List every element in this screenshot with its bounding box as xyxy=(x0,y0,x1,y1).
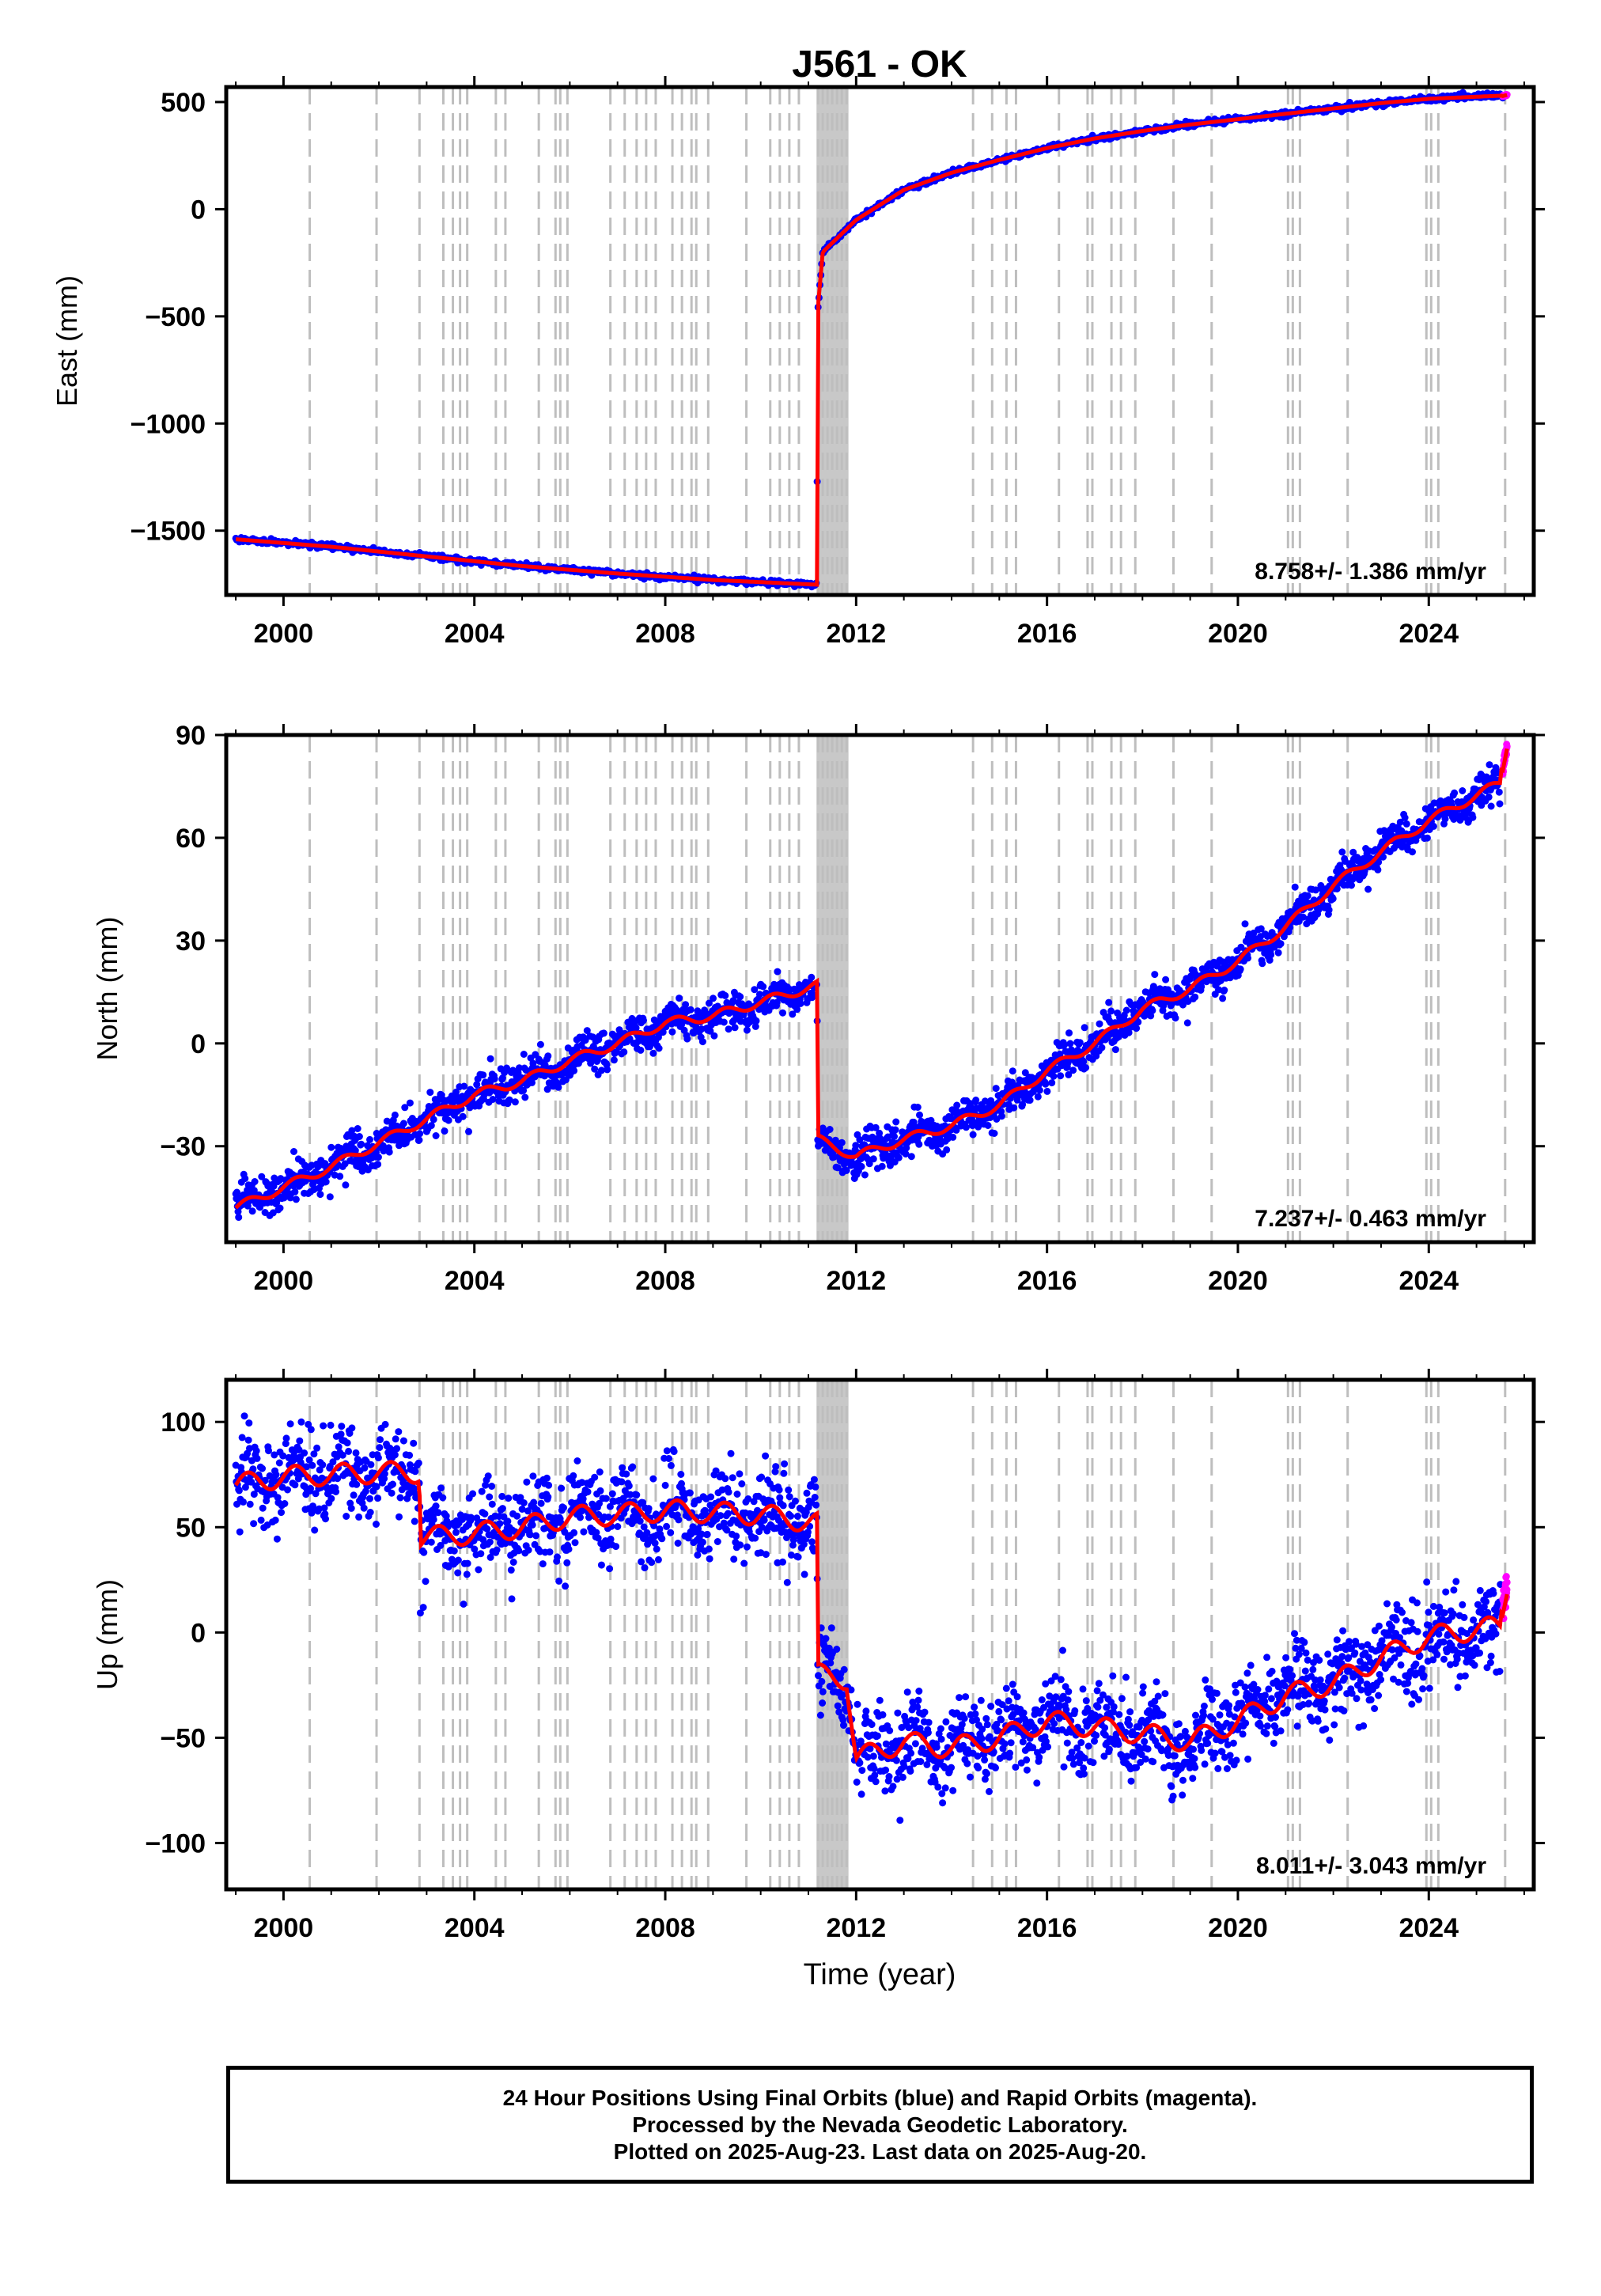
footer-line-plotted: Plotted on 2025-Aug-23. Last data on 202… xyxy=(613,2139,1147,2164)
east-y-axis-label: East (mm) xyxy=(51,275,83,407)
panel-up: 2000 2004 2008 2012 2016 2020 2024 −100 −50 0 50 10… xyxy=(91,1369,1545,1991)
north-y-tick-label: 0 xyxy=(191,1029,206,1059)
north-rate-label: 7.237+/- 0.463 mm/yr xyxy=(1255,1206,1486,1232)
up-y-tick-label: −100 xyxy=(145,1828,206,1858)
footer-info-box: 24 Hour Positions Using Final Orbits (bl… xyxy=(226,2066,1534,2184)
up-model-fit-line xyxy=(233,1460,1509,1764)
up-y-tick-label: −50 xyxy=(160,1723,206,1753)
up-y-tick-label: 100 xyxy=(161,1408,206,1438)
up-plot-frame xyxy=(224,1377,1536,1892)
east-x-tick-label: 2000 xyxy=(254,619,314,649)
up-x-tick-label: 2012 xyxy=(827,1913,887,1943)
x-axis-label: Time (year) xyxy=(804,1958,956,1991)
footer-line-orbits: 24 Hour Positions Using Final Orbits (bl… xyxy=(502,2085,1258,2110)
north-x-tick-label: 2012 xyxy=(827,1266,887,1296)
up-x-tick-label: 2004 xyxy=(445,1913,505,1943)
up-x-tick-label: 2020 xyxy=(1208,1913,1268,1943)
up-final-orbit-points xyxy=(232,1412,1504,1824)
east-x-tick-label: 2008 xyxy=(635,619,695,649)
up-x-tick-label: 2024 xyxy=(1399,1913,1459,1943)
east-x-tick-label: 2016 xyxy=(1017,619,1077,649)
north-y-tick-label: −30 xyxy=(160,1132,206,1162)
north-x-tick-label: 2004 xyxy=(445,1266,505,1296)
up-x-tick-label: 2008 xyxy=(635,1913,695,1943)
east-x-tick-label: 2004 xyxy=(445,619,505,649)
up-x-tick-label: 2016 xyxy=(1017,1913,1077,1943)
panel-north: 2000 2004 2008 2012 2016 2020 2024 −30 0 30 60 90 No… xyxy=(91,721,1545,1296)
north-y-tick-label: 60 xyxy=(176,824,206,854)
north-x-tick-label: 2008 xyxy=(635,1266,695,1296)
east-y-tick-label: −1500 xyxy=(131,517,206,547)
up-y-axis-label: Up (mm) xyxy=(91,1579,123,1690)
north-y-axis-label: North (mm) xyxy=(91,917,123,1061)
east-x-tick-label: 2012 xyxy=(827,619,887,649)
north-y-tick-label: 90 xyxy=(176,721,206,751)
east-x-tick-label: 2020 xyxy=(1208,619,1268,649)
east-rate-label: 8.758+/- 1.386 mm/yr xyxy=(1255,559,1486,585)
north-plot-frame xyxy=(224,733,1536,1245)
panel-east: 2000 2004 2008 2012 2016 2020 2024 −1500 −1000 −5… xyxy=(51,76,1545,649)
north-x-tick-label: 2020 xyxy=(1208,1266,1268,1296)
footer-line-processed: Processed by the Nevada Geodetic Laborat… xyxy=(632,2112,1128,2137)
up-rate-label: 8.011+/- 3.043 mm/yr xyxy=(1256,1853,1486,1879)
north-x-tick-label: 2016 xyxy=(1017,1266,1077,1296)
east-final-orbit-points xyxy=(232,89,1507,591)
east-y-tick-label: −1000 xyxy=(131,409,206,439)
chart-title: J561 - OK xyxy=(792,44,967,85)
up-x-tick-label: 2000 xyxy=(254,1913,314,1943)
east-plot-area xyxy=(232,87,1511,595)
east-y-tick-label: 0 xyxy=(191,195,206,225)
east-x-tick-label: 2024 xyxy=(1399,619,1459,649)
north-plot-area xyxy=(232,735,1511,1242)
up-plot-area xyxy=(232,1380,1511,1889)
east-plot-frame xyxy=(224,85,1536,597)
north-y-tick-label: 30 xyxy=(176,926,206,957)
east-model-fit-line xyxy=(235,93,1508,587)
up-y-tick-label: 0 xyxy=(191,1618,206,1648)
north-x-tick-label: 2024 xyxy=(1399,1266,1459,1296)
north-x-tick-label: 2000 xyxy=(254,1266,314,1296)
east-y-tick-label: −500 xyxy=(145,302,206,332)
north-model-fit-line xyxy=(234,748,1509,1210)
up-y-tick-label: 50 xyxy=(176,1513,206,1543)
east-y-tick-label: 500 xyxy=(161,88,206,118)
